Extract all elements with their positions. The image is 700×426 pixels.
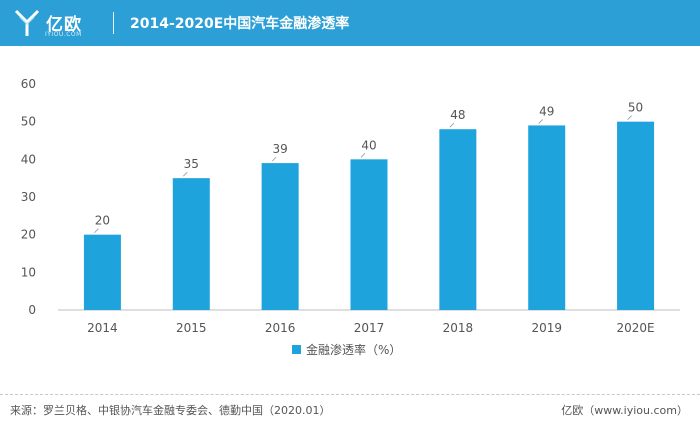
x-tick-label: 2017 bbox=[354, 321, 385, 335]
logo-text: 亿欧 bbox=[46, 15, 82, 35]
data-label: 48 bbox=[450, 108, 465, 122]
label-leader bbox=[627, 115, 632, 120]
label-leader bbox=[449, 122, 455, 128]
legend-label: 金融渗透率（%） bbox=[306, 342, 401, 357]
x-tick-label: 2015 bbox=[176, 321, 207, 335]
bar bbox=[172, 178, 210, 310]
x-tick-label: 2016 bbox=[265, 321, 296, 335]
data-label: 20 bbox=[95, 214, 110, 228]
label-leader bbox=[538, 119, 543, 124]
y-tick-label: 20 bbox=[21, 228, 36, 242]
logo-mark-icon bbox=[14, 9, 40, 36]
y-tick-label: 60 bbox=[21, 77, 36, 91]
x-tick-label: 2020E bbox=[617, 321, 655, 335]
logo: 亿欧 IYIOU.COM bbox=[14, 6, 104, 42]
y-tick-label: 0 bbox=[28, 303, 36, 317]
header-divider bbox=[113, 12, 114, 34]
legend-swatch bbox=[292, 345, 301, 354]
bar-chart: 0 10 20 30 40 50 60 20 2014 35 2015 39 2016 40 2017 48 2… bbox=[21, 77, 680, 357]
x-tick-label: 2018 bbox=[443, 321, 474, 335]
y-tick-label: 40 bbox=[21, 152, 36, 166]
bar bbox=[261, 163, 299, 310]
label-leader bbox=[183, 171, 188, 177]
header-bar: 亿欧 IYIOU.COM 2014-2020E中国汽车金融渗透率 bbox=[0, 0, 700, 46]
x-tick-label: 2014 bbox=[87, 321, 118, 335]
x-tick-label: 2019 bbox=[531, 321, 562, 335]
source-note: 来源：罗兰贝格、中银协汽车金融专委会、德勤中国（2020.01） bbox=[10, 404, 331, 417]
data-label: 39 bbox=[273, 142, 288, 156]
bar bbox=[617, 121, 655, 311]
label-leader bbox=[94, 228, 99, 233]
bar bbox=[350, 159, 388, 310]
data-label: 35 bbox=[184, 157, 199, 171]
bar bbox=[528, 125, 566, 310]
bar bbox=[439, 129, 477, 310]
y-tick-label: 30 bbox=[21, 190, 36, 204]
data-label: 50 bbox=[628, 101, 643, 115]
footer-divider bbox=[0, 394, 700, 395]
label-leader bbox=[360, 153, 366, 158]
logo-subtext: IYIOU.COM bbox=[45, 31, 82, 38]
bar bbox=[83, 234, 121, 310]
page-title: 2014-2020E中国汽车金融渗透率 bbox=[130, 16, 350, 32]
y-tick-label: 10 bbox=[21, 265, 36, 279]
label-leader bbox=[271, 156, 277, 162]
y-tick-label: 50 bbox=[21, 115, 36, 129]
data-label: 49 bbox=[539, 104, 554, 118]
site-credit: 亿欧（www.iyiou.com） bbox=[561, 404, 688, 417]
data-label: 40 bbox=[361, 138, 376, 152]
